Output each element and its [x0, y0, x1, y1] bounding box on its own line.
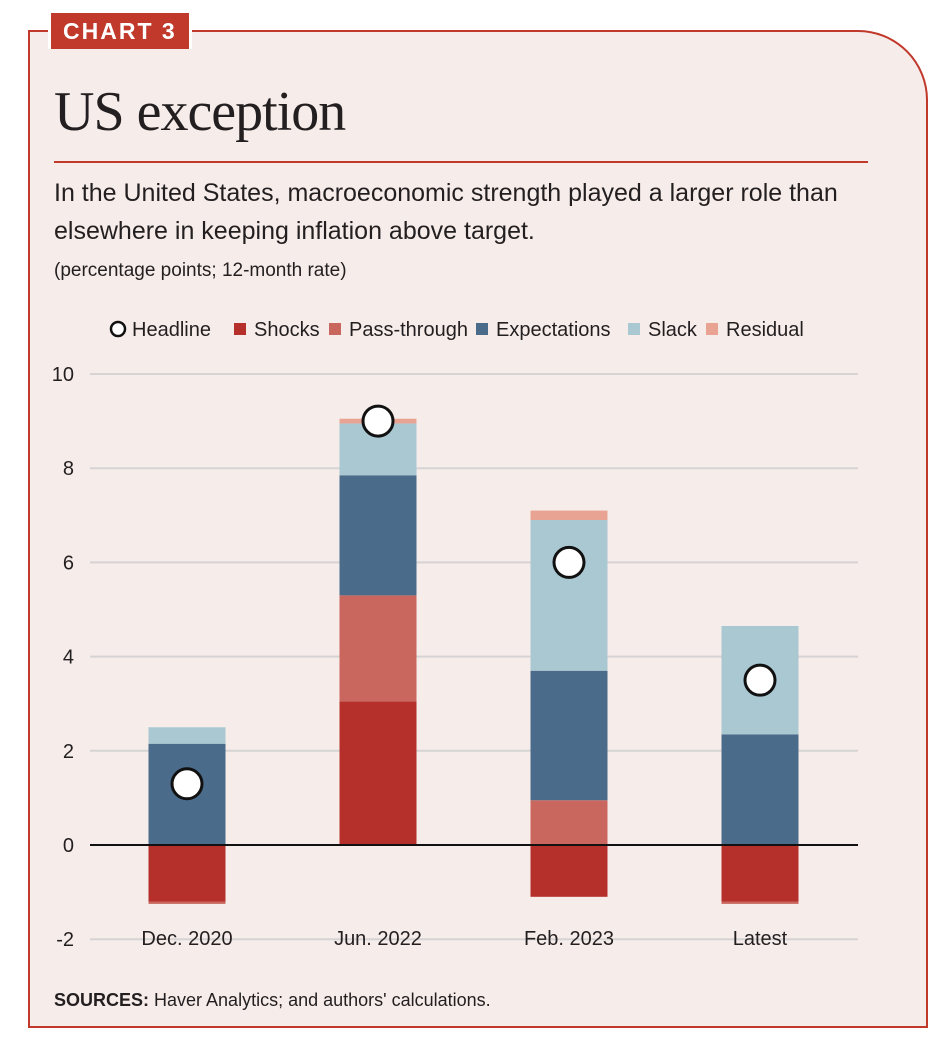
bar-segment-shocks [339, 701, 417, 845]
x-tick-label: Latest [733, 928, 788, 950]
legend-label: Residual [726, 319, 804, 341]
legend-label: Slack [648, 319, 698, 341]
y-tick-label: 2 [63, 741, 74, 763]
x-tick-label: Dec. 2020 [141, 928, 232, 950]
bar-segment-shocks [530, 845, 608, 897]
headline-marker [743, 663, 777, 697]
y-tick-label: 8 [63, 458, 74, 480]
legend-swatch-expectations [476, 323, 488, 335]
bar-segment-shocks [721, 845, 799, 902]
units-note: (percentage points; 12-month rate) [54, 260, 347, 281]
bar-segment-expectations [721, 734, 799, 845]
bar-segment-residual [530, 510, 608, 521]
legend-label: Pass-through [349, 319, 468, 341]
y-tick-label: 4 [63, 647, 74, 669]
sources-label: SOURCES: [54, 990, 150, 1010]
legend-swatch-slack [628, 323, 640, 335]
bar-segment-expectations [339, 475, 417, 596]
x-tick-label: Feb. 2023 [524, 928, 614, 950]
bar-segment-pass-through [721, 901, 799, 904]
bar-segment-pass-through [530, 800, 608, 845]
y-tick-label: 6 [63, 552, 74, 574]
x-tick-label: Jun. 2022 [334, 928, 422, 950]
legend-label: Shocks [254, 319, 320, 341]
legend-swatch-residual [706, 323, 718, 335]
y-tick-label: 0 [63, 835, 74, 857]
legend-label: Headline [132, 319, 211, 341]
title-rule [54, 161, 868, 163]
legend-label: Expectations [496, 319, 611, 341]
bar-segment-pass-through [148, 901, 226, 904]
sources-text: Haver Analytics; and authors' calculatio… [149, 990, 491, 1010]
chart-badge: CHART 3 [48, 13, 192, 49]
legend-swatch-pass-through [329, 323, 341, 335]
legend-headline-marker [109, 320, 127, 338]
chart-title: US exception [54, 81, 346, 143]
headline-marker [170, 767, 204, 801]
bar-segment-slack [148, 727, 226, 744]
headline-marker [361, 404, 395, 438]
y-tick-label: -2 [56, 929, 74, 951]
headline-marker [552, 545, 586, 579]
chart-subtitle: In the United States, macroeconomic stre… [54, 179, 838, 245]
legend-swatch-shocks [234, 323, 246, 335]
bar-segment-pass-through [339, 595, 417, 702]
sources-note: SOURCES: Haver Analytics; and authors' c… [54, 990, 491, 1011]
bar-segment-shocks [148, 845, 226, 902]
bar-segment-slack [530, 520, 608, 671]
bar-segment-expectations [530, 670, 608, 801]
y-tick-label: 10 [52, 364, 74, 386]
